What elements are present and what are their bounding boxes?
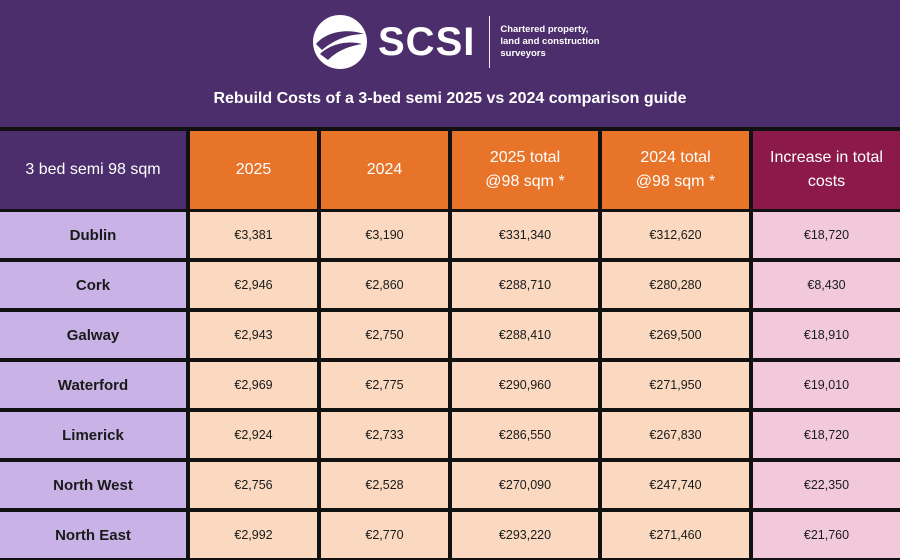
region-cell: North West (0, 462, 186, 508)
value-cell-t2024: €271,460 (602, 512, 749, 558)
tagline-line: land and construction (500, 36, 600, 47)
tagline-line: surveyors (500, 48, 546, 59)
region-cell: Cork (0, 262, 186, 308)
value-cell-c2025: €2,756 (190, 462, 317, 508)
value-cell-c2025: €2,946 (190, 262, 317, 308)
tagline-line: Chartered property, (500, 24, 589, 35)
region-cell: Galway (0, 312, 186, 358)
value-cell-t2024: €269,500 (602, 312, 749, 358)
header-2025-total: 2025 total @98 sqm * (452, 131, 598, 209)
value-cell-t2024: €312,620 (602, 212, 749, 258)
value-cell-increase: €18,720 (753, 412, 900, 458)
value-cell-c2024: €2,750 (321, 312, 448, 358)
value-cell-increase: €18,720 (753, 212, 900, 258)
header-2024-total: 2024 total @98 sqm * (602, 131, 749, 209)
header-text: 2024 (366, 161, 403, 178)
value-cell-c2024: €2,775 (321, 362, 448, 408)
value-cell-t2025: €290,960 (452, 362, 598, 408)
value-cell-c2024: €2,733 (321, 412, 448, 458)
header-text: 2025 total (489, 149, 561, 166)
value-cell-increase: €18,910 (753, 312, 900, 358)
region-cell: Waterford (0, 362, 186, 408)
header-text: @98 sqm * (635, 173, 716, 190)
region-cell: Dublin (0, 212, 186, 258)
value-cell-c2025: €2,924 (190, 412, 317, 458)
region-cell: North East (0, 512, 186, 558)
value-cell-c2025: €2,969 (190, 362, 317, 408)
value-cell-c2025: €2,943 (190, 312, 317, 358)
value-cell-c2024: €3,190 (321, 212, 448, 258)
header-increase: Increase in total costs (753, 131, 900, 209)
value-cell-t2025: €288,710 (452, 262, 598, 308)
header-text: @98 sqm * (485, 173, 565, 190)
value-cell-t2024: €267,830 (602, 412, 749, 458)
value-cell-t2025: €288,410 (452, 312, 598, 358)
value-cell-c2025: €3,381 (190, 212, 317, 258)
logo-tagline: Chartered property, land and constructio… (500, 24, 599, 60)
scsi-emblem-icon (313, 15, 367, 69)
value-cell-c2024: €2,770 (321, 512, 448, 558)
value-cell-t2024: €280,280 (602, 262, 749, 308)
value-cell-t2025: €286,550 (452, 412, 598, 458)
value-cell-t2025: €331,340 (452, 212, 598, 258)
region-cell: Limerick (0, 412, 186, 458)
header-text: Increase in total (770, 149, 883, 166)
header-region: 3 bed semi 98 sqm (0, 131, 186, 209)
header-2024: 2024 (321, 131, 448, 209)
header-text: 3 bed semi 98 sqm (25, 161, 161, 178)
header-text: costs (807, 173, 846, 190)
logo-wordmark: SCSI (378, 20, 476, 64)
value-cell-increase: €22,350 (753, 462, 900, 508)
page-title: Rebuild Costs of a 3-bed semi 2025 vs 20… (213, 90, 687, 107)
header-text: 2024 total (640, 149, 711, 166)
header-banner: SCSI Chartered property, land and constr… (0, 0, 900, 127)
value-cell-c2024: €2,860 (321, 262, 448, 308)
logo-divider (489, 16, 491, 68)
header-2025: 2025 (190, 131, 317, 209)
value-cell-increase: €8,430 (753, 262, 900, 308)
value-cell-increase: €21,760 (753, 512, 900, 558)
value-cell-t2025: €270,090 (452, 462, 598, 508)
value-cell-t2025: €293,220 (452, 512, 598, 558)
header-text: 2025 (235, 161, 272, 178)
value-cell-t2024: €247,740 (602, 462, 749, 508)
value-cell-c2024: €2,528 (321, 462, 448, 508)
scsi-logo: SCSI Chartered property, land and constr… (312, 14, 600, 70)
value-cell-increase: €19,010 (753, 362, 900, 408)
value-cell-c2025: €2,992 (190, 512, 317, 558)
value-cell-t2024: €271,950 (602, 362, 749, 408)
